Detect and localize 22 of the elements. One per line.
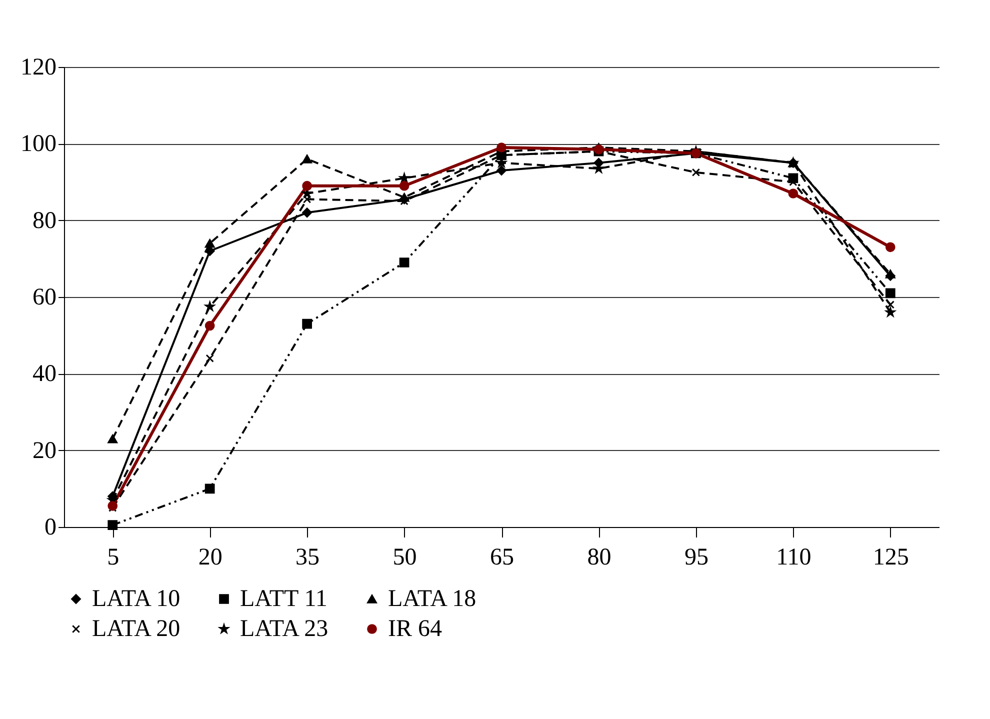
legend-label: LATA 10 — [92, 586, 180, 612]
legend-label: IR 64 — [388, 616, 442, 642]
x-tick-label: 65 — [490, 544, 514, 570]
y-tick-label: 80 — [32, 208, 56, 234]
legend-label: LATT 11 — [240, 586, 328, 612]
y-tick-label: 0 — [44, 514, 56, 540]
legend-label: LATA 18 — [388, 586, 476, 612]
x-tick-label: 50 — [392, 544, 417, 570]
x-tick-label: 20 — [198, 544, 222, 570]
legend-label: LATA 23 — [240, 616, 328, 642]
y-tick-label: 100 — [20, 131, 56, 158]
x-tick-label: 80 — [587, 544, 612, 570]
y-tick-label: 20 — [32, 438, 56, 464]
y-tick-label: 40 — [32, 361, 56, 388]
x-tick-label: 110 — [776, 544, 812, 570]
y-tick-label: 60 — [32, 284, 56, 310]
x-tick-label: 35 — [296, 544, 320, 570]
x-tick-label: 5 — [107, 544, 120, 570]
legend-label: LATA 20 — [92, 616, 180, 642]
x-tick-label: 125 — [872, 544, 909, 570]
x-tick-label: 95 — [684, 544, 708, 570]
y-tick-label: 120 — [20, 54, 56, 80]
